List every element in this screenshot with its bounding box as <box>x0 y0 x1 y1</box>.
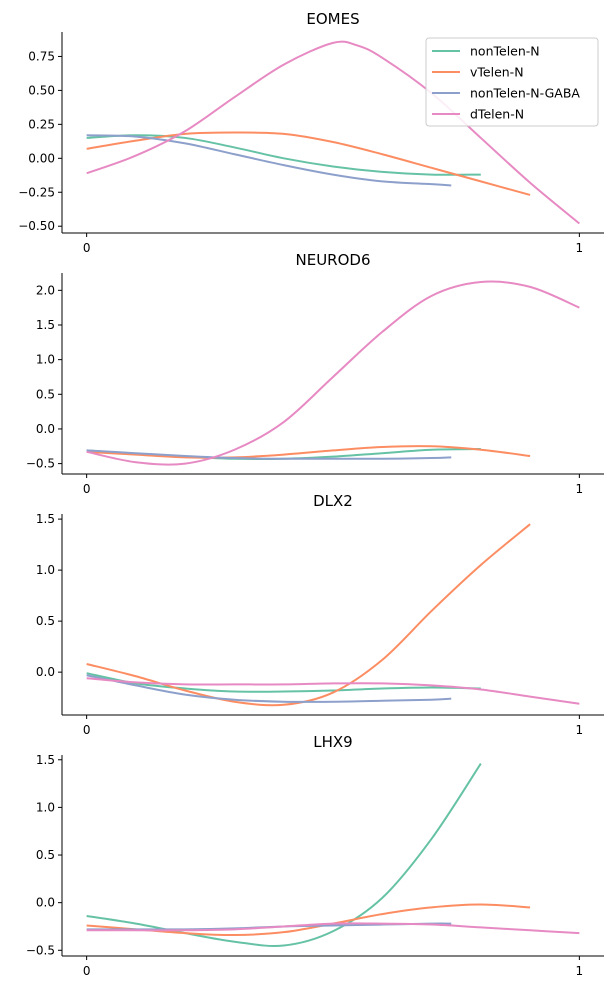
y-tick-label: 0.00 <box>28 151 55 165</box>
series-line-vtelen-n <box>86 903 531 937</box>
y-tick-label: 1.0 <box>36 563 55 577</box>
y-tick-label: −0.50 <box>18 219 55 233</box>
x-tick-label: 0 <box>83 964 91 978</box>
x-tick-label: 1 <box>576 482 584 496</box>
y-tick-label: 0.5 <box>36 387 55 401</box>
series-group <box>86 763 580 947</box>
legend-label: dTelen-N <box>470 107 524 122</box>
y-tick-label: 2.0 <box>36 283 55 297</box>
y-tick-label: −0.25 <box>18 185 55 199</box>
y-tick-label: 1.5 <box>36 318 55 332</box>
panel-title: DLX2 <box>313 492 353 510</box>
legend-item-dtelen-n: dTelen-N <box>432 107 524 122</box>
y-tick-label: −0.5 <box>26 457 55 471</box>
legend-box <box>425 37 599 127</box>
series-line-dtelen-n <box>86 280 580 466</box>
series-line-dtelen-n <box>86 40 580 225</box>
panel-lhx9: LHX9 −0.5 0.0 0.5 1.0 1.5 0 1 <box>26 733 604 978</box>
panel-title: NEUROD6 <box>296 251 371 269</box>
y-tick-label: 0.0 <box>36 665 55 679</box>
series-line-vtelen-n <box>86 523 531 707</box>
x-tick-label: 1 <box>576 241 584 255</box>
x-tick-label: 0 <box>83 723 91 737</box>
x-tick-label: 0 <box>83 482 91 496</box>
series-line-nontelen-n <box>86 672 481 693</box>
series-line-vtelen-n <box>86 131 531 196</box>
y-tick-label: −0.5 <box>26 943 55 957</box>
y-tick-label: 1.5 <box>36 753 55 767</box>
panel-title: LHX9 <box>313 733 352 751</box>
series-line-nontelen-n <box>86 763 482 947</box>
x-tick-label: 1 <box>576 723 584 737</box>
y-tick-label: 0.0 <box>36 422 55 436</box>
series-line-nontelen-n-gaba <box>86 449 452 460</box>
legend-item-nontelen-n: nonTelen-N <box>432 44 540 59</box>
series-group <box>86 280 580 466</box>
legend-label: vTelen-N <box>470 65 524 80</box>
y-tick-label: 1.0 <box>36 800 55 814</box>
y-tick-label: 1.5 <box>36 512 55 526</box>
legend: nonTelen-N vTelen-N nonTelen-N-GABA dTelen-… <box>425 37 599 127</box>
legend-label: nonTelen-N-GABA <box>470 86 580 101</box>
panel-title: EOMES <box>306 10 359 28</box>
x-tick-label: 0 <box>83 241 91 255</box>
panel-neurod6: NEUROD6 −0.5 0.0 0.5 1.0 1.5 2.0 0 1 <box>26 251 604 496</box>
y-tick-label: 0.50 <box>28 83 55 97</box>
series-line-nontelen-n-gaba <box>86 674 452 703</box>
legend-item-vtelen-n: vTelen-N <box>432 65 524 80</box>
panel-dlx2: DLX2 0.0 0.5 1.0 1.5 0 1 <box>36 492 604 737</box>
series-line-nontelen-n <box>86 134 481 176</box>
y-tick-label: 1.0 <box>36 353 55 367</box>
x-tick-label: 1 <box>576 964 584 978</box>
series-line-dtelen-n <box>86 677 580 705</box>
y-tick-label: 0.25 <box>28 117 55 131</box>
y-tick-label: 0.75 <box>28 49 55 63</box>
series-line-dtelen-n <box>86 922 580 935</box>
series-line-vtelen-n <box>86 445 531 459</box>
y-tick-label: 0.5 <box>36 848 55 862</box>
series-line-nontelen-n-gaba <box>86 134 452 187</box>
series-group <box>86 523 580 707</box>
legend-item-nontelen-n-gaba: nonTelen-N-GABA <box>432 86 580 101</box>
panel-eomes: EOMES −0.50 −0.25 0.00 0.25 0.50 0.75 0 1 nonTele… <box>18 10 604 255</box>
series-group <box>86 40 580 225</box>
legend-label: nonTelen-N <box>470 44 540 59</box>
y-tick-label: 0.0 <box>36 896 55 910</box>
y-tick-label: 0.5 <box>36 614 55 628</box>
